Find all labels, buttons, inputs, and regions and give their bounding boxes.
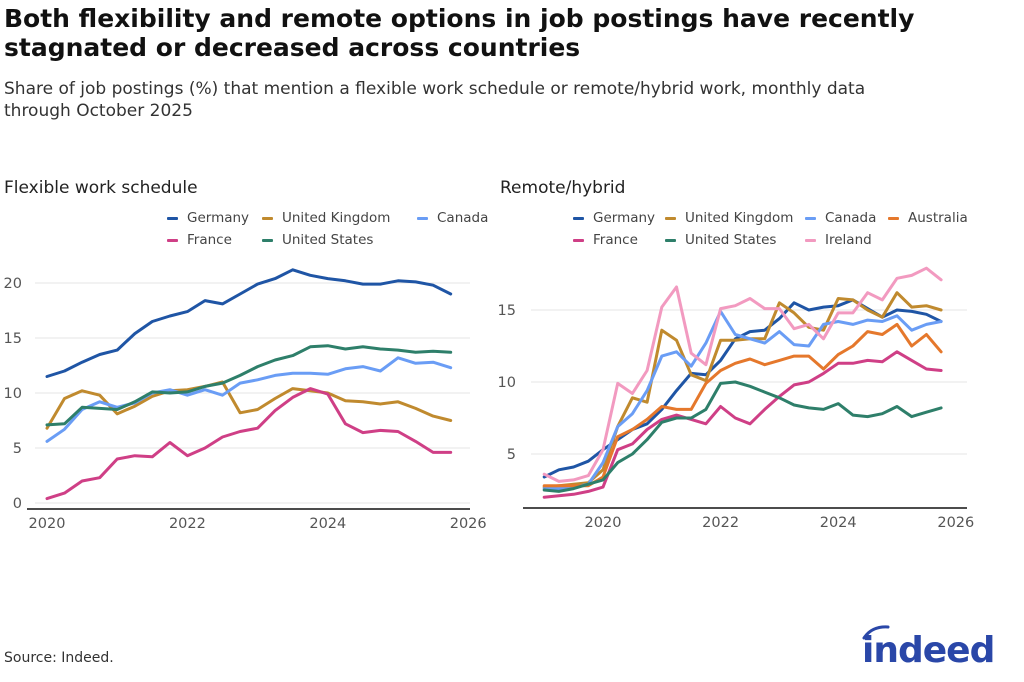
legend-item: Australia bbox=[888, 210, 968, 226]
indeed-logo: indeed bbox=[858, 624, 998, 672]
legend-label: France bbox=[187, 232, 232, 248]
legend-swatch bbox=[665, 238, 676, 242]
series-line-france bbox=[542, 350, 943, 499]
legend-swatch bbox=[573, 238, 584, 242]
legend-swatch bbox=[665, 216, 676, 220]
legend-swatch bbox=[805, 216, 816, 220]
legend-item: France bbox=[573, 232, 638, 248]
legend-label: United States bbox=[685, 232, 777, 248]
y-tick-label: 15 bbox=[498, 303, 516, 319]
legend-swatch bbox=[262, 216, 273, 220]
y-tick-label: 0 bbox=[13, 496, 22, 512]
series-line-france bbox=[45, 387, 453, 501]
x-tick-label: 2020 bbox=[585, 515, 622, 531]
x-tick-label: 2022 bbox=[702, 515, 739, 531]
y-tick-label: 10 bbox=[4, 386, 22, 402]
legend-item: United States bbox=[665, 232, 776, 248]
legend-item: Canada bbox=[805, 210, 876, 226]
legend-label: United Kingdom bbox=[685, 210, 794, 226]
legend-label: Canada bbox=[437, 210, 489, 226]
legend-item: France bbox=[167, 232, 232, 248]
source-note: Source: Indeed. bbox=[4, 650, 114, 666]
panel-title-remote: Remote/hybrid bbox=[500, 178, 626, 198]
series-line-united-states bbox=[45, 344, 453, 427]
series-line-canada bbox=[45, 356, 453, 443]
legend-item: United Kingdom bbox=[665, 210, 793, 226]
series-line-germany bbox=[45, 268, 453, 378]
legend-label: France bbox=[593, 232, 638, 248]
legend-label: Germany bbox=[187, 210, 250, 226]
legend-item: Germany bbox=[167, 210, 249, 226]
panel-title-flexible: Flexible work schedule bbox=[4, 178, 198, 198]
x-tick-label: 2024 bbox=[820, 515, 857, 531]
legend-item: Canada bbox=[417, 210, 488, 226]
series-line-ireland bbox=[542, 266, 943, 483]
y-tick-label: 20 bbox=[4, 276, 22, 292]
y-tick-label: 5 bbox=[13, 441, 22, 457]
x-tick-label: 2024 bbox=[309, 516, 346, 532]
legend-label: United States bbox=[282, 232, 374, 248]
y-tick-label: 5 bbox=[507, 447, 516, 463]
legend-swatch bbox=[805, 238, 816, 242]
legend-swatch bbox=[417, 216, 428, 220]
legend-item: Germany bbox=[573, 210, 655, 226]
series-line-australia bbox=[542, 322, 943, 488]
legend-item: Ireland bbox=[805, 232, 872, 248]
x-tick-label: 2026 bbox=[937, 515, 974, 531]
legend-label: United Kingdom bbox=[282, 210, 391, 226]
legend-swatch bbox=[573, 216, 584, 220]
legend-swatch bbox=[262, 238, 273, 242]
legend-item: United States bbox=[262, 232, 373, 248]
x-tick-label: 2022 bbox=[169, 516, 206, 532]
x-tick-label: 2020 bbox=[29, 516, 66, 532]
chart-subtitle: Share of job postings (%) that mention a… bbox=[4, 79, 866, 121]
series-line-united-states bbox=[542, 380, 943, 493]
legend-label: Germany bbox=[593, 210, 656, 226]
legend-label: Ireland bbox=[825, 232, 872, 248]
series-line-canada bbox=[542, 309, 943, 491]
legend-item: United Kingdom bbox=[262, 210, 390, 226]
legend-swatch bbox=[167, 216, 178, 220]
x-tick-label: 2026 bbox=[450, 516, 487, 532]
legend-swatch bbox=[888, 216, 899, 220]
legend-label: Canada bbox=[825, 210, 877, 226]
svg-text:indeed: indeed bbox=[862, 630, 994, 668]
y-tick-label: 10 bbox=[498, 375, 516, 391]
y-tick-label: 15 bbox=[4, 331, 22, 347]
chart-title: Both flexibility and remote options in j… bbox=[4, 4, 915, 62]
legend-swatch bbox=[167, 238, 178, 242]
legend-label: Australia bbox=[908, 210, 968, 226]
